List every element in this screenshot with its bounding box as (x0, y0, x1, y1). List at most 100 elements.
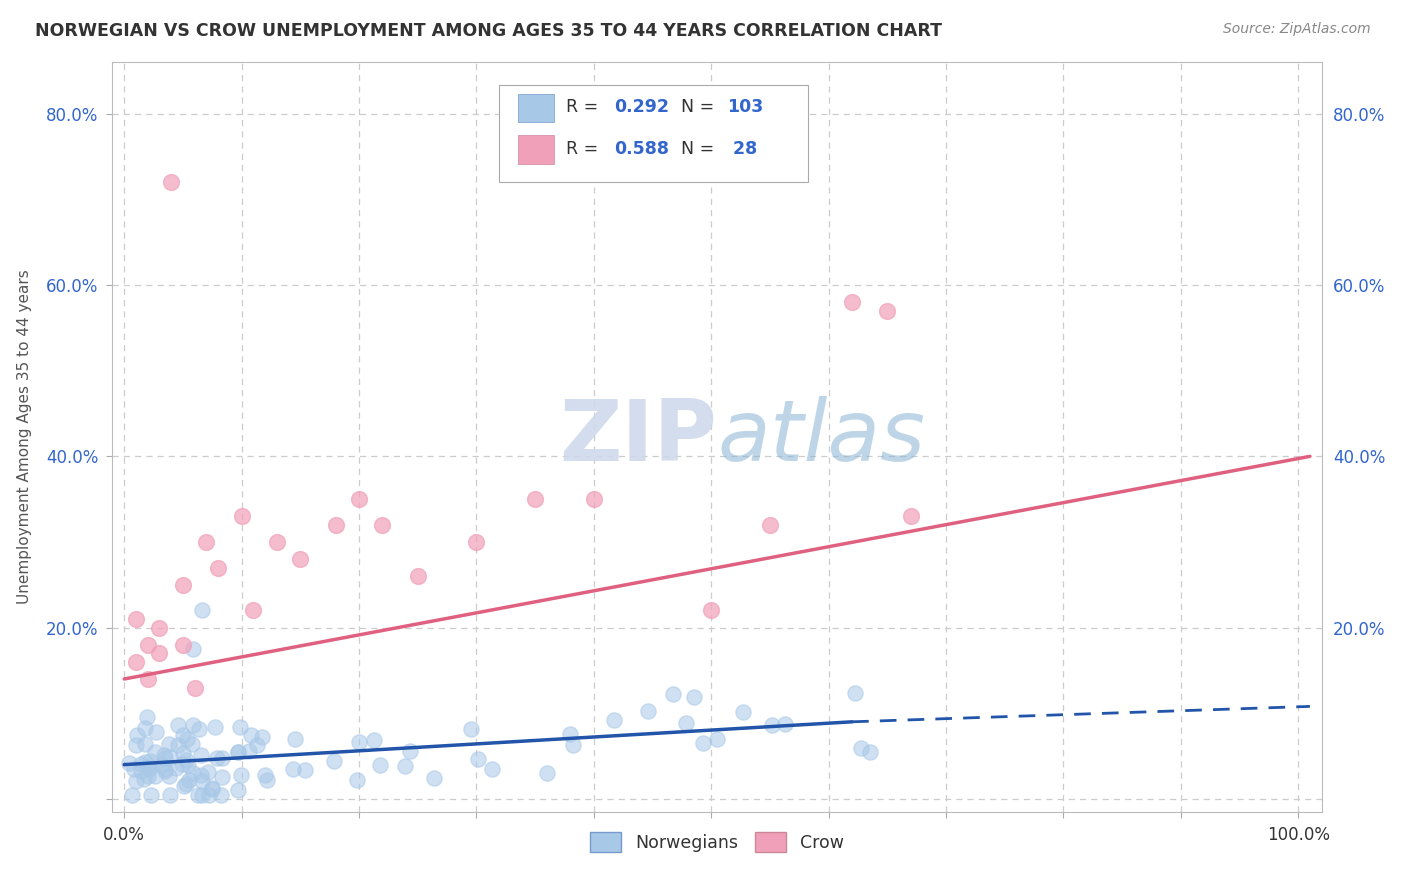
Point (181, 717, 204, 731)
Point (129, 756, 152, 771)
Point (231, 509, 253, 524)
Point (159, 788, 181, 802)
Point (198, 788, 221, 802)
Point (363, 733, 385, 747)
Point (150, 757, 173, 772)
Point (125, 773, 148, 788)
Point (662, 687, 685, 701)
Point (157, 769, 180, 783)
Point (205, 751, 228, 765)
Point (129, 764, 152, 778)
Text: R =: R = (565, 140, 603, 158)
Point (177, 757, 200, 772)
Point (176, 753, 198, 767)
Point (406, 569, 429, 583)
Point (134, 738, 156, 752)
Bar (517, 135, 554, 163)
Point (246, 739, 269, 753)
Point (122, 762, 145, 776)
Text: 103: 103 (727, 97, 763, 116)
Point (465, 535, 488, 549)
Point (153, 750, 176, 764)
Point (603, 713, 626, 727)
Point (683, 690, 706, 704)
FancyBboxPatch shape (499, 85, 807, 182)
Point (160, 175, 183, 189)
Point (148, 621, 170, 635)
Point (190, 774, 212, 789)
Point (841, 295, 863, 310)
Point (844, 686, 866, 700)
Point (859, 745, 882, 759)
Point (731, 705, 754, 719)
Point (371, 517, 394, 532)
Point (138, 762, 160, 776)
Point (399, 744, 422, 758)
Point (172, 578, 194, 592)
Point (174, 777, 197, 791)
Point (231, 768, 253, 782)
Point (167, 717, 190, 731)
Point (290, 552, 312, 566)
Point (368, 757, 391, 772)
Text: Source: ZipAtlas.com: Source: ZipAtlas.com (1223, 22, 1371, 37)
Point (347, 735, 370, 749)
Text: NORWEGIAN VS CROW UNEMPLOYMENT AMONG AGES 35 TO 44 YEARS CORRELATION CHART: NORWEGIAN VS CROW UNEMPLOYMENT AMONG AGE… (35, 22, 942, 40)
Text: atlas: atlas (717, 395, 925, 479)
Point (136, 769, 159, 783)
Point (346, 773, 368, 788)
Point (347, 492, 370, 507)
Point (256, 773, 278, 788)
Point (209, 788, 232, 802)
Point (136, 638, 159, 652)
Point (761, 718, 783, 732)
Point (125, 655, 148, 669)
Point (181, 765, 204, 780)
Point (281, 762, 304, 776)
Point (191, 788, 214, 802)
Point (775, 717, 797, 731)
Point (172, 746, 194, 760)
Point (294, 764, 316, 778)
Point (153, 764, 176, 778)
Point (187, 788, 209, 802)
Point (190, 768, 212, 782)
Point (139, 760, 162, 774)
Text: 28: 28 (727, 140, 756, 158)
Point (226, 745, 249, 759)
Point (190, 603, 212, 617)
Point (238, 744, 260, 758)
Legend: Norwegians, Crow: Norwegians, Crow (583, 825, 851, 859)
Point (134, 772, 156, 786)
Point (125, 738, 148, 752)
Point (250, 730, 273, 744)
Text: R =: R = (565, 97, 603, 116)
Point (900, 509, 922, 524)
Point (145, 725, 167, 739)
Bar (517, 94, 554, 122)
Point (148, 646, 170, 660)
Point (157, 737, 180, 751)
Point (582, 492, 605, 507)
Point (284, 731, 307, 746)
Text: 0.588: 0.588 (614, 140, 669, 158)
Point (323, 755, 346, 769)
Point (183, 642, 205, 657)
Point (134, 756, 156, 770)
Point (180, 737, 202, 751)
Point (143, 745, 166, 759)
Point (195, 535, 218, 549)
Point (211, 751, 233, 765)
Point (536, 765, 558, 780)
Point (692, 735, 714, 749)
Point (165, 761, 187, 775)
Point (706, 731, 728, 746)
Point (190, 747, 212, 762)
Point (700, 603, 723, 617)
Point (188, 722, 211, 736)
Point (460, 723, 482, 737)
Point (136, 672, 159, 686)
Point (153, 748, 176, 763)
Point (481, 762, 503, 776)
Point (172, 638, 194, 652)
